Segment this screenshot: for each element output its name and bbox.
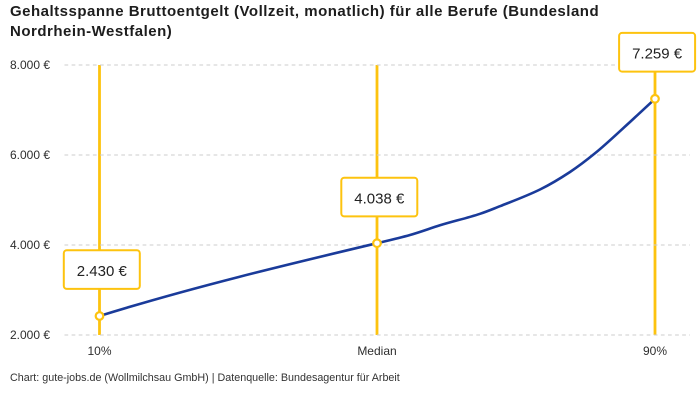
svg-text:2.430 €: 2.430 € — [77, 263, 128, 280]
svg-text:7.259 €: 7.259 € — [632, 46, 683, 63]
svg-text:Chart: gute-jobs.de (Wollmilch: Chart: gute-jobs.de (Wollmilchsau GmbH) … — [10, 372, 400, 384]
svg-text:4.038 €: 4.038 € — [354, 190, 405, 207]
svg-text:90%: 90% — [643, 344, 667, 358]
svg-text:2.000 €: 2.000 € — [10, 328, 50, 342]
svg-text:Median: Median — [357, 344, 396, 358]
svg-text:Gehaltsspanne Bruttoentgelt (V: Gehaltsspanne Bruttoentgelt (Vollzeit, m… — [10, 3, 599, 20]
svg-text:8.000 €: 8.000 € — [10, 58, 50, 72]
svg-text:4.000 €: 4.000 € — [10, 238, 50, 252]
svg-text:10%: 10% — [87, 344, 111, 358]
svg-text:Nordrhein-Westfalen): Nordrhein-Westfalen) — [10, 23, 172, 40]
svg-text:6.000 €: 6.000 € — [10, 148, 50, 162]
